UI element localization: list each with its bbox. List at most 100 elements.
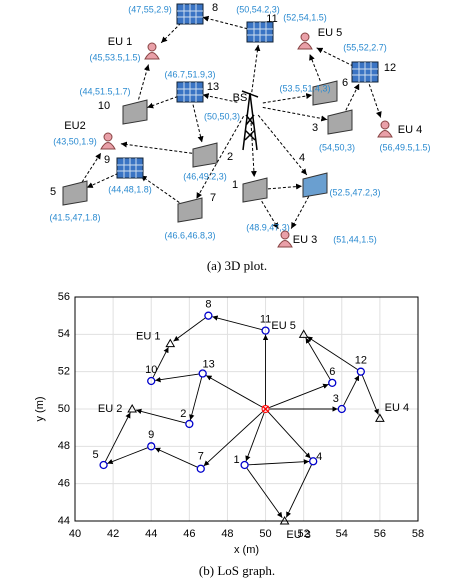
user-body [297, 42, 313, 50]
link [248, 459, 310, 466]
node-coords: (54,50,3) [319, 142, 355, 152]
link [316, 47, 354, 67]
relay-point [99, 460, 108, 470]
y-tick-label: 50 [58, 403, 70, 415]
link [173, 317, 206, 342]
link [205, 375, 263, 408]
link [261, 200, 279, 230]
link [147, 95, 178, 109]
link [309, 53, 321, 82]
node-label: 12 [384, 62, 396, 74]
node-coords: (44,51.5,1.7) [79, 86, 130, 96]
link [245, 412, 265, 462]
link [192, 104, 204, 143]
point-label: 4 [316, 451, 322, 463]
node-label: 10 [98, 100, 110, 112]
point-label: EU 5 [271, 320, 295, 332]
relay-point [240, 460, 249, 470]
user-body [100, 142, 116, 150]
node-label: 11 [266, 13, 277, 25]
user-point [375, 413, 385, 422]
bs-ring [261, 405, 270, 413]
link [343, 375, 360, 406]
relay-point [328, 378, 337, 388]
node-label: 8 [212, 2, 218, 14]
user-point [165, 338, 176, 348]
x-axis-label: x (m) [234, 544, 259, 556]
node-coords: (53.5,51.4,3) [279, 83, 330, 93]
y-axis-label: y (m) [34, 396, 46, 421]
user-body [377, 130, 393, 138]
panel [327, 109, 353, 135]
x-tick-label: 58 [412, 528, 424, 540]
node-label: 13 [207, 81, 219, 93]
link [81, 152, 102, 183]
y-tick-label: 46 [58, 478, 70, 490]
link [138, 64, 150, 100]
x-tick-label: 42 [107, 528, 119, 540]
panel [122, 99, 148, 125]
point-label: 5 [93, 449, 99, 461]
x-tick-label: 50 [259, 528, 271, 540]
point-label: 9 [148, 429, 154, 441]
node-coords: (56,49.5,1.5) [379, 142, 430, 152]
caption: (a) 3D plot. [207, 258, 267, 273]
relay-point [356, 367, 365, 376]
node-label: 1 [232, 179, 238, 191]
user-head [380, 120, 390, 130]
relay-point [147, 442, 156, 451]
node-coords: (50,50,3) [204, 111, 240, 121]
user-body [277, 240, 293, 248]
user-head [280, 230, 290, 240]
link [212, 315, 262, 331]
link [202, 15, 248, 30]
relay-point [185, 419, 194, 429]
plot-frame [74, 296, 419, 522]
panel [177, 197, 203, 223]
node-coords: (47,55,2.9) [128, 4, 172, 14]
node-coords: (50,54.2,3) [236, 4, 280, 14]
y-tick-label: 48 [58, 440, 70, 452]
link [262, 106, 328, 122]
bs-point [262, 405, 270, 413]
link [86, 172, 119, 189]
link [285, 464, 312, 518]
link [361, 375, 379, 415]
user-point [127, 403, 138, 413]
point-label: EU 3 [286, 529, 310, 541]
link [202, 93, 238, 103]
node-label: 9 [104, 154, 110, 166]
node-label: EU 5 [318, 27, 342, 39]
node-label: EU 3 [293, 234, 317, 246]
user-point [279, 515, 290, 525]
node-coords: (52,54,1.5) [283, 12, 327, 22]
link [120, 141, 193, 154]
point-label: 6 [329, 366, 335, 378]
point-label: 3 [333, 393, 339, 405]
node-coords: (51,44,1.5) [333, 234, 377, 244]
y-tick-label: 52 [58, 366, 70, 378]
link [152, 347, 169, 378]
link [306, 336, 358, 370]
panel [62, 180, 88, 206]
ris-grid [352, 62, 378, 82]
node-label: 3 [312, 122, 318, 134]
relay-point [198, 369, 207, 378]
point-label: 10 [145, 364, 157, 376]
link [368, 84, 382, 118]
link [305, 337, 331, 380]
user-head [300, 32, 310, 42]
y-tick-label: 44 [58, 515, 70, 527]
point-label: 12 [355, 355, 367, 367]
x-tick-label: 48 [221, 528, 233, 540]
node-label: 2 [227, 151, 233, 163]
node-coords: (55,52,2.7) [343, 42, 387, 52]
relay-point [196, 464, 205, 473]
point-label: 1 [234, 454, 240, 466]
ris-grid [247, 22, 273, 42]
diagram: 1 (48.9,47,3) 2(46,49.2,3) 3(54,50,3) 4 (52.5… [49, 2, 431, 248]
user-head [103, 132, 113, 142]
link [269, 383, 329, 408]
